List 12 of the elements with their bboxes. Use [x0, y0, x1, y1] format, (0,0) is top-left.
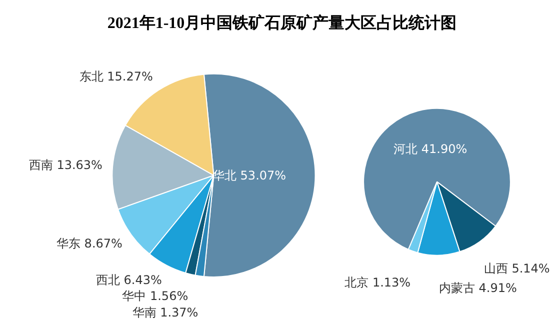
slice-label: 东北 15.27% [79, 69, 153, 84]
slice-label: 华南 1.37% [132, 305, 198, 320]
slice-label: 北京 1.13% [344, 275, 411, 290]
slice-label: 华北 53.07% [212, 168, 286, 182]
slice-label: 西北 6.43% [96, 273, 162, 288]
slice-label: 西南 13.63% [28, 158, 102, 172]
slice-label: 华东 8.67% [56, 236, 122, 250]
slice-label: 河北 41.90% [394, 142, 468, 156]
slice-label: 华中 1.56% [122, 289, 188, 304]
chart-title: 2021年1-10月中国铁矿石原矿产量大区占比统计图 [107, 13, 457, 34]
slice-label: 山西 5.14% [484, 261, 550, 276]
slice-label: 内蒙古 4.91% [438, 281, 517, 296]
